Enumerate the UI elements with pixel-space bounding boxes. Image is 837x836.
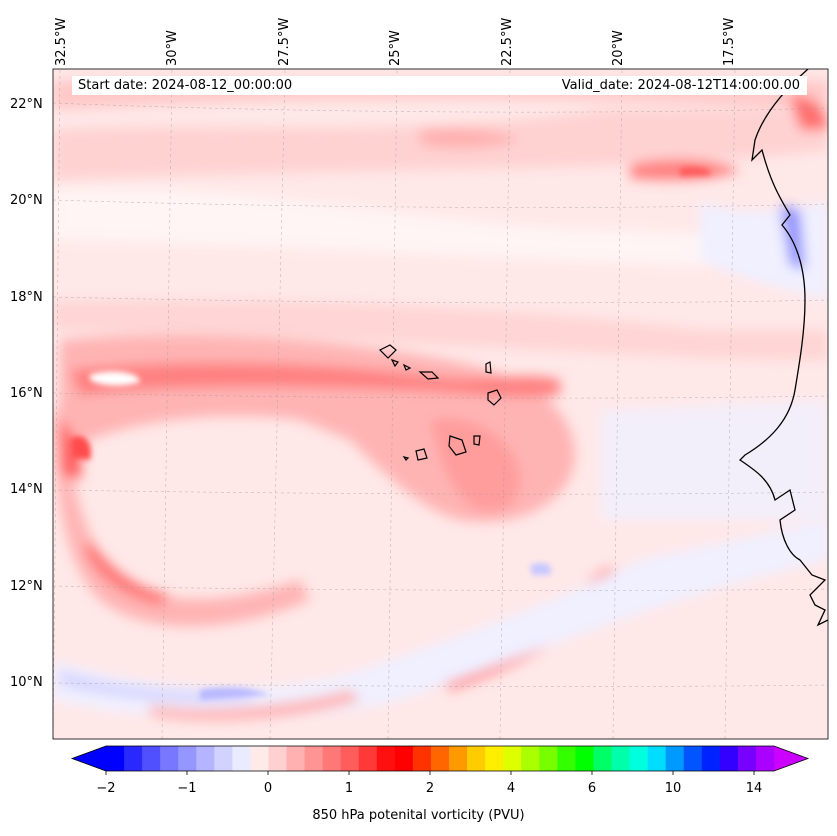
cape-verde-islands (378, 344, 502, 461)
colorbar-segment (629, 746, 649, 771)
colorbar-segment (467, 746, 486, 771)
colorbar-tick-label: 4 (506, 781, 516, 796)
lon-label: 30°W (165, 30, 180, 66)
colorbar-segment (611, 746, 631, 771)
lon-label: 22.5°W (500, 17, 515, 66)
valid-date-label: Valid_date: 2024-08-12T14:00:00.00 (561, 78, 800, 93)
colorbar-segment (304, 746, 324, 771)
colorbar-segment (394, 746, 414, 771)
colorbar-segment (106, 746, 125, 771)
pv-field (53, 69, 828, 739)
colorbar-tick-label: 6 (587, 781, 597, 796)
colorbar-segment (286, 746, 306, 771)
lon-label: 32.5°W (54, 17, 69, 66)
colorbar-segment (683, 746, 703, 771)
colorbar-segment (376, 746, 396, 771)
colorbar-segment (214, 746, 233, 771)
colorbar-segment (719, 746, 739, 771)
lon-label: 20°W (611, 30, 626, 66)
colorbar-tick-label: −2 (96, 781, 116, 796)
colorbar-segment (178, 746, 197, 771)
colorbar-segment (665, 746, 685, 771)
colorbar-segment (557, 746, 576, 771)
colorbar-tick-label: 0 (263, 781, 273, 796)
colorbar-title: 850 hPa potenital vorticity (PVU) (312, 808, 525, 823)
lat-label: 10°N (10, 675, 43, 690)
colorbar-segment (250, 746, 270, 771)
colorbar-segment (737, 746, 757, 771)
colorbar-segment (755, 746, 775, 771)
colorbar-segment (322, 746, 342, 771)
colorbar-segment (575, 746, 595, 771)
colorbar-segment (340, 746, 360, 771)
colorbar-segment (160, 746, 179, 771)
colorbar-segment (124, 746, 143, 771)
date-info-bar: Start date: 2024-08-12_00:00:00 Valid_da… (72, 76, 807, 95)
lon-label: 27.5°W (277, 17, 292, 66)
lat-label: 14°N (10, 482, 43, 497)
colorbar-segment (142, 746, 161, 771)
colorbar-segment (539, 746, 558, 771)
coastline (738, 69, 828, 627)
colorbar-segment (503, 746, 522, 771)
colorbar-segment (430, 746, 450, 771)
colorbar-segment (701, 746, 721, 771)
lat-label: 12°N (10, 579, 43, 594)
colorbar-segment (412, 746, 432, 771)
lat-label: 22°N (10, 97, 43, 112)
colorbar-segment (647, 746, 667, 771)
colorbar-extend-right (774, 746, 808, 771)
colorbar-tick-label: 14 (745, 781, 763, 796)
lat-label: 16°N (10, 386, 43, 401)
colorbar-tick-label: 1 (344, 781, 354, 796)
colorbar-segment (268, 746, 288, 771)
colorbar-segment (449, 746, 468, 771)
lon-label: 17.5°W (722, 17, 737, 66)
colorbar-segment (358, 746, 378, 771)
colorbar-tick-label: −1 (177, 781, 197, 796)
map-border (52, 68, 829, 740)
colorbar-segment (196, 746, 215, 771)
start-date-label: Start date: 2024-08-12_00:00:00 (78, 78, 293, 93)
lat-label: 18°N (10, 290, 43, 305)
colorbar-segment (232, 746, 252, 771)
colorbar (70, 745, 810, 775)
colorbar-tick-label: 10 (664, 781, 682, 796)
colorbar-segment (521, 746, 540, 771)
lat-label: 20°N (10, 193, 43, 208)
lon-label: 25°W (388, 30, 403, 66)
colorbar-segment (485, 746, 504, 771)
colorbar-extend-left (72, 746, 106, 771)
colorbar-segment (593, 746, 613, 771)
colorbar-tick-label: 2 (425, 781, 435, 796)
